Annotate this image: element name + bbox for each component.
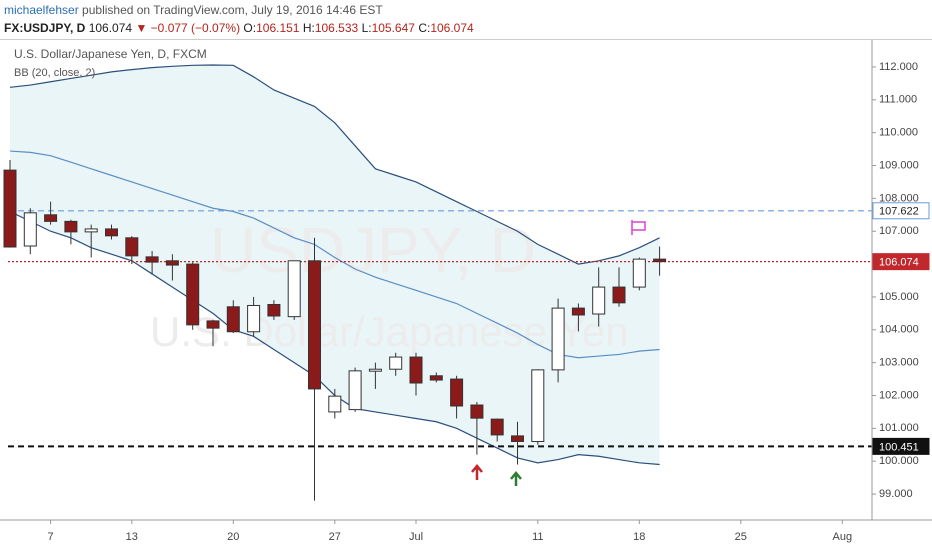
arrow: ▼ [135, 21, 148, 35]
candle-body [571, 307, 585, 316]
candle-body [389, 356, 403, 370]
candle-body [267, 303, 281, 317]
y-tick-label: 110.000 [879, 127, 918, 139]
candle-body [429, 375, 443, 381]
candle-body [145, 256, 159, 263]
ohlc-open: 106.151 [256, 21, 300, 35]
candle-body [328, 395, 342, 413]
arrow-up-red [471, 464, 483, 480]
price-label-box [872, 202, 930, 220]
y-tick-label: 102.000 [879, 389, 919, 401]
candle-body [450, 378, 464, 407]
candle-body [206, 320, 220, 329]
price-label: 107.622 [879, 206, 919, 218]
author[interactable]: michaelfehser [4, 3, 79, 17]
x-tick-label: 25 [735, 531, 747, 543]
y-tick-label: 101.000 [879, 422, 919, 434]
price-label: 100.451 [879, 441, 919, 453]
arrow-up-green [510, 471, 522, 486]
ohlc-open-label: O: [243, 21, 257, 35]
candle-body [3, 169, 17, 248]
y-tick-label: 112.000 [879, 61, 918, 73]
x-tick-label: 11 [532, 531, 543, 543]
plot [3, 64, 872, 501]
candle-body [632, 258, 646, 288]
candle-body [165, 260, 179, 266]
candle-body [592, 286, 606, 315]
candle-body [308, 260, 321, 390]
change: −0.077 (−0.07%) [150, 21, 241, 35]
x-tick-label: Aug [833, 531, 853, 543]
ohlc-close: 106.074 [430, 21, 474, 35]
price-label-box [872, 437, 930, 455]
price-label-box [872, 253, 930, 271]
price-label: 106.074 [879, 257, 919, 269]
watermark: USDJPY, D [210, 214, 536, 286]
candle-body [186, 263, 200, 326]
band-fill [10, 64, 660, 465]
candle-body [64, 220, 78, 233]
x-tick-label: Jul [409, 531, 423, 543]
band-middle [9, 150, 660, 359]
candle-body [551, 307, 565, 371]
y-tick-label: 103.000 [879, 357, 919, 369]
y-tick-label: 111.000 [879, 94, 917, 106]
ohlc-close-label: C: [418, 21, 431, 35]
candle-body [44, 214, 58, 222]
publish-line: michaelfehser published on TradingView.c… [4, 3, 383, 17]
background [10, 64, 660, 465]
candle-body [511, 435, 524, 442]
y-tick-label: 105.000 [879, 291, 919, 303]
y-tick-label: 104.000 [879, 324, 919, 336]
candle-body [531, 369, 545, 442]
candle-body [653, 258, 667, 263]
ohlc-high: 106.533 [314, 21, 359, 35]
chart-title: U.S. Dollar/Japanese Yen, D, FXCM [14, 47, 207, 61]
last: 106.074 [88, 21, 133, 35]
candle-body [612, 286, 626, 304]
x-tick-label: 7 [48, 531, 54, 543]
candle-body [287, 260, 301, 318]
candle-body [125, 237, 139, 257]
candle-body [105, 228, 118, 237]
y-tick-label: 99.000 [879, 488, 913, 500]
symbol: FX:USDJPY, D [4, 21, 86, 35]
x-tick-label: 27 [329, 531, 341, 543]
candle-body [470, 404, 484, 419]
quote-line: FX:USDJPY, D 106.074 ▼ −0.077 (−0.07%) O… [4, 21, 474, 35]
x-tick-label: 13 [126, 531, 138, 543]
y-tick-label: 108.000 [879, 192, 919, 204]
x-tick-label: 18 [633, 531, 645, 543]
header: michaelfehser published on TradingView.c… [0, 0, 932, 40]
candle-body [368, 368, 382, 372]
published: published on TradingView.com, July 19, 2… [82, 3, 383, 17]
candle-body [23, 212, 37, 247]
y-tick-label: 107.000 [879, 225, 919, 237]
candle-body [226, 306, 240, 333]
indicator-label: BB (20, close, 2) [14, 67, 95, 79]
candle-body [409, 356, 423, 384]
band-upper [9, 64, 660, 265]
ohlc-low: 105.647 [371, 21, 415, 35]
candle-body [247, 304, 261, 333]
y-tick-label: 100.000 [879, 455, 919, 467]
chart: USDJPY, D U.S. Dollar/Japanese Yen U.S. … [0, 40, 932, 543]
flag [631, 220, 646, 235]
candle-body [490, 418, 504, 436]
y-tick-label: 109.000 [879, 159, 919, 171]
ohlc-high-label: H: [302, 21, 315, 35]
candle-body [84, 228, 98, 233]
candle-body [348, 370, 362, 411]
x-tick-label: 20 [227, 531, 239, 543]
ohlc-low-label: L: [361, 21, 372, 35]
